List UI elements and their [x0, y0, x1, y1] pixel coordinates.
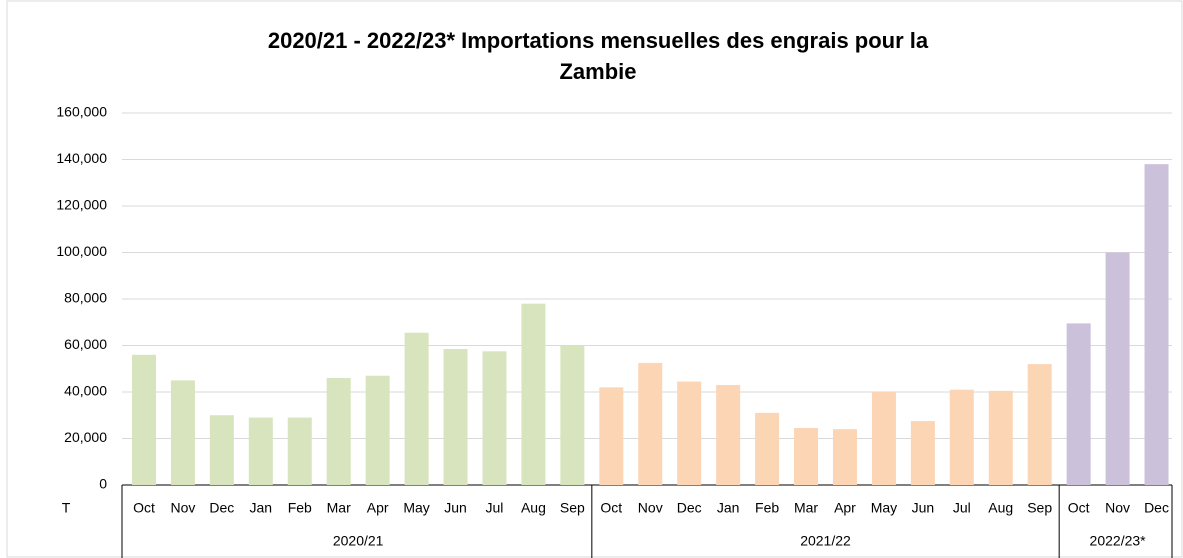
bar — [170, 380, 195, 485]
x-tick-label: Sep — [560, 500, 585, 516]
x-tick-label: Feb — [755, 500, 779, 516]
group-label: 2021/22 — [800, 533, 851, 549]
x-tick-label: Sep — [1027, 500, 1052, 516]
x-tick-label: Oct — [600, 500, 622, 516]
x-tick-label: May — [403, 500, 429, 516]
x-tick-label: May — [871, 500, 897, 516]
bar — [599, 387, 624, 485]
bar — [482, 351, 507, 485]
bar — [365, 375, 390, 485]
bar — [287, 417, 312, 485]
bar — [638, 362, 663, 485]
y-tick-label: 60,000 — [64, 336, 107, 352]
y-tick-label: 20,000 — [64, 429, 107, 445]
chart-border — [6, 0, 1183, 558]
x-tick-label: Aug — [521, 500, 546, 516]
bar — [871, 392, 896, 485]
x-tick-label: Dec — [209, 500, 234, 516]
bar — [716, 385, 741, 485]
x-tick-label: Jun — [444, 500, 467, 516]
y-tick-label: 100,000 — [56, 243, 107, 259]
bar — [404, 332, 429, 485]
y-tick-label: 80,000 — [64, 290, 107, 306]
bar — [677, 381, 702, 485]
x-tick-label: Jul — [486, 500, 504, 516]
x-tick-label: Jun — [912, 500, 935, 516]
x-tick-label: Apr — [834, 500, 856, 516]
bar — [326, 378, 351, 485]
x-tick-label: Mar — [794, 500, 818, 516]
y-tick-label: 140,000 — [56, 150, 107, 166]
y-tick-label: 120,000 — [56, 197, 107, 213]
bar — [131, 354, 156, 485]
bar — [560, 345, 585, 485]
chart-title: 2020/21 - 2022/23* Importations mensuell… — [268, 28, 929, 53]
bar — [1066, 323, 1091, 485]
y-axis-label: T — [62, 500, 71, 516]
bar — [949, 389, 974, 485]
x-tick-label: Oct — [1068, 500, 1090, 516]
bar — [209, 415, 234, 485]
bar — [1144, 164, 1169, 485]
y-tick-label: 40,000 — [64, 383, 107, 399]
bar — [1105, 252, 1130, 485]
bar — [1027, 364, 1052, 485]
bar — [988, 390, 1013, 485]
x-tick-label: Dec — [677, 500, 702, 516]
group-label: 2020/21 — [333, 533, 384, 549]
bar — [910, 421, 935, 485]
x-tick-label: Oct — [133, 500, 155, 516]
chart-title: Zambie — [559, 59, 636, 84]
x-tick-label: Apr — [367, 500, 389, 516]
x-tick-label: Jul — [953, 500, 971, 516]
y-tick-label: 160,000 — [56, 104, 107, 120]
group-label: 2022/23* — [1090, 533, 1147, 549]
bar — [832, 429, 857, 485]
bar — [443, 348, 468, 485]
x-tick-label: Nov — [638, 500, 663, 516]
bar — [755, 412, 780, 485]
x-tick-label: Nov — [1105, 500, 1130, 516]
x-tick-label: Feb — [288, 500, 312, 516]
x-tick-label: Dec — [1144, 500, 1169, 516]
bar — [248, 417, 273, 485]
x-tick-label: Mar — [327, 500, 351, 516]
x-tick-label: Jan — [717, 500, 740, 516]
bar — [521, 303, 546, 485]
bar — [794, 428, 819, 485]
y-tick-label: 0 — [99, 476, 107, 492]
x-tick-label: Aug — [988, 500, 1013, 516]
x-tick-label: Jan — [250, 500, 273, 516]
x-tick-label: Nov — [170, 500, 195, 516]
